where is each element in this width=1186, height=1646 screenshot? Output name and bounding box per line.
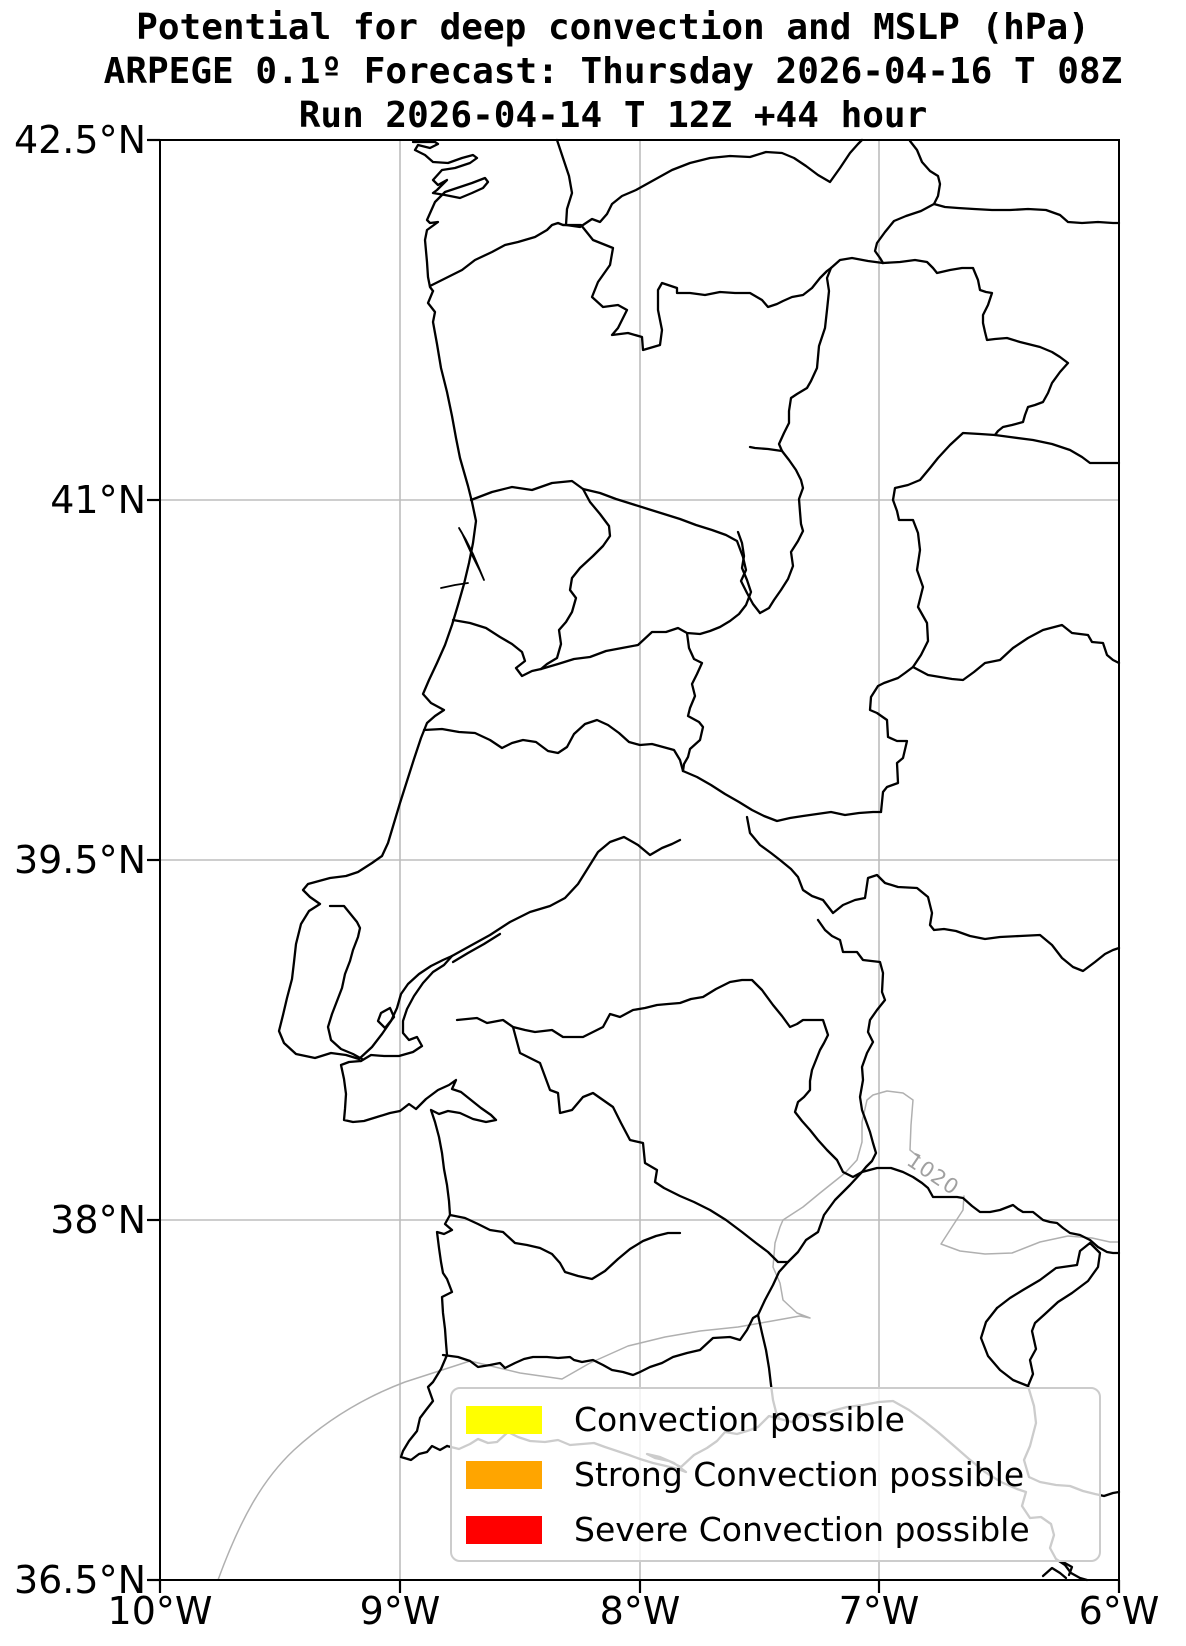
- aveiro-coimbra-border: [451, 618, 543, 678]
- cadiz-coast-detail-1: [1041, 1566, 1068, 1580]
- border-guadiana: [756, 1170, 864, 1420]
- coastline-north: [411, 140, 490, 293]
- y-tick-42-5n: 42.5°N: [13, 118, 146, 162]
- castelobranco-north-border: [681, 769, 883, 823]
- legend-swatch-orange: [466, 1460, 542, 1489]
- legend-swatch-red: [466, 1515, 542, 1544]
- x-tick-7w: 7°W: [838, 1589, 920, 1633]
- galicia-boundary-1: [555, 138, 574, 227]
- algarve-north-border: [441, 1313, 760, 1377]
- y-tick-36-5n: 36.5°N: [13, 1558, 146, 1602]
- x-tick-9w: 9°W: [359, 1589, 441, 1633]
- guarda-west-border: [681, 631, 705, 773]
- legend-label-strong-convection: Strong Convection possible: [574, 1454, 1025, 1494]
- legend-row-strong-convection: Strong Convection possible: [452, 1447, 1099, 1502]
- legend-label-convection: Convection possible: [574, 1399, 905, 1439]
- evora-north-border: [455, 978, 864, 1179]
- coastline-west: [277, 289, 478, 1061]
- ourense-west-stub: [748, 445, 784, 453]
- aveiro-lagoon-spit: [458, 527, 485, 581]
- legend-row-severe-convection: Severe Convection possible: [452, 1502, 1099, 1557]
- douro-border-west: [469, 479, 585, 502]
- isobar-contour-1020: [217, 1090, 1120, 1581]
- badajoz-west-border: [816, 918, 887, 1174]
- title-line-2: ARPEGE 0.1º Forecast: Thursday 2026-04-1…: [103, 51, 1123, 92]
- convection-legend: Convection possible Strong Convection po…: [450, 1387, 1101, 1562]
- aveiro-lagoon-dash: [440, 582, 469, 589]
- tagus-island: [376, 1006, 396, 1030]
- coimbra-south-border: [422, 718, 685, 773]
- border-east-guarda: [868, 498, 930, 814]
- tagus-river: [450, 835, 682, 958]
- tagus-border-wiggle: [745, 815, 1121, 973]
- coastline-southwest: [339, 1059, 498, 1462]
- braganca-west-border: [777, 256, 885, 453]
- coastline-and-boundaries: [277, 138, 1121, 1582]
- lisboa-north-border: [326, 904, 364, 1061]
- badajoz-huelva-border: [860, 1166, 1121, 1255]
- title-line-3: Run 2026-04-14 T 12Z +44 hour: [298, 95, 928, 136]
- tagus-estuary: [357, 954, 454, 1063]
- cadiz-coast-detail-2: [1061, 1560, 1074, 1577]
- tagus-river-bank: [451, 932, 502, 964]
- title-line-1: Potential for deep convection and MSLP (…: [136, 7, 1090, 48]
- x-tick-8w: 8°W: [599, 1589, 681, 1633]
- border-minho: [428, 221, 833, 352]
- legend-row-convection: Convection possible: [452, 1392, 1099, 1447]
- legend-label-severe-convection: Severe Convection possible: [574, 1509, 1030, 1549]
- vilareal-east-border: [758, 449, 805, 615]
- x-tick-6w: 6°W: [1078, 1589, 1160, 1633]
- x-tick-10w: 10°W: [107, 1589, 213, 1633]
- figure-title: Potential for deep convection and MSLP (…: [20, 6, 1186, 138]
- setubal-beja-border: [448, 1213, 682, 1281]
- axis-ticks: [147, 138, 1121, 1593]
- huelva-sevilla-border-2: [979, 1306, 1030, 1388]
- evora-setubal-border: [511, 1025, 790, 1264]
- zamora-southeast-border: [993, 433, 1121, 465]
- y-tick-39-5n: 39.5°N: [13, 838, 146, 882]
- galicia-boundary-2: [564, 138, 864, 229]
- salamanca-caceres-border: [911, 623, 1121, 682]
- y-tick-38n: 38°N: [50, 1198, 146, 1242]
- graticule-grid-lines: [160, 140, 1119, 1580]
- legend-swatch-yellow: [466, 1405, 542, 1434]
- aveiro-viseu-border: [539, 487, 612, 671]
- zamora-north-border: [932, 202, 1121, 225]
- y-tick-41n: 41°N: [50, 478, 146, 522]
- braganca-east-border: [881, 258, 1070, 502]
- viseu-south-border: [539, 530, 753, 671]
- galicia-boundary-3: [873, 139, 942, 265]
- douro-border-east: [581, 487, 762, 615]
